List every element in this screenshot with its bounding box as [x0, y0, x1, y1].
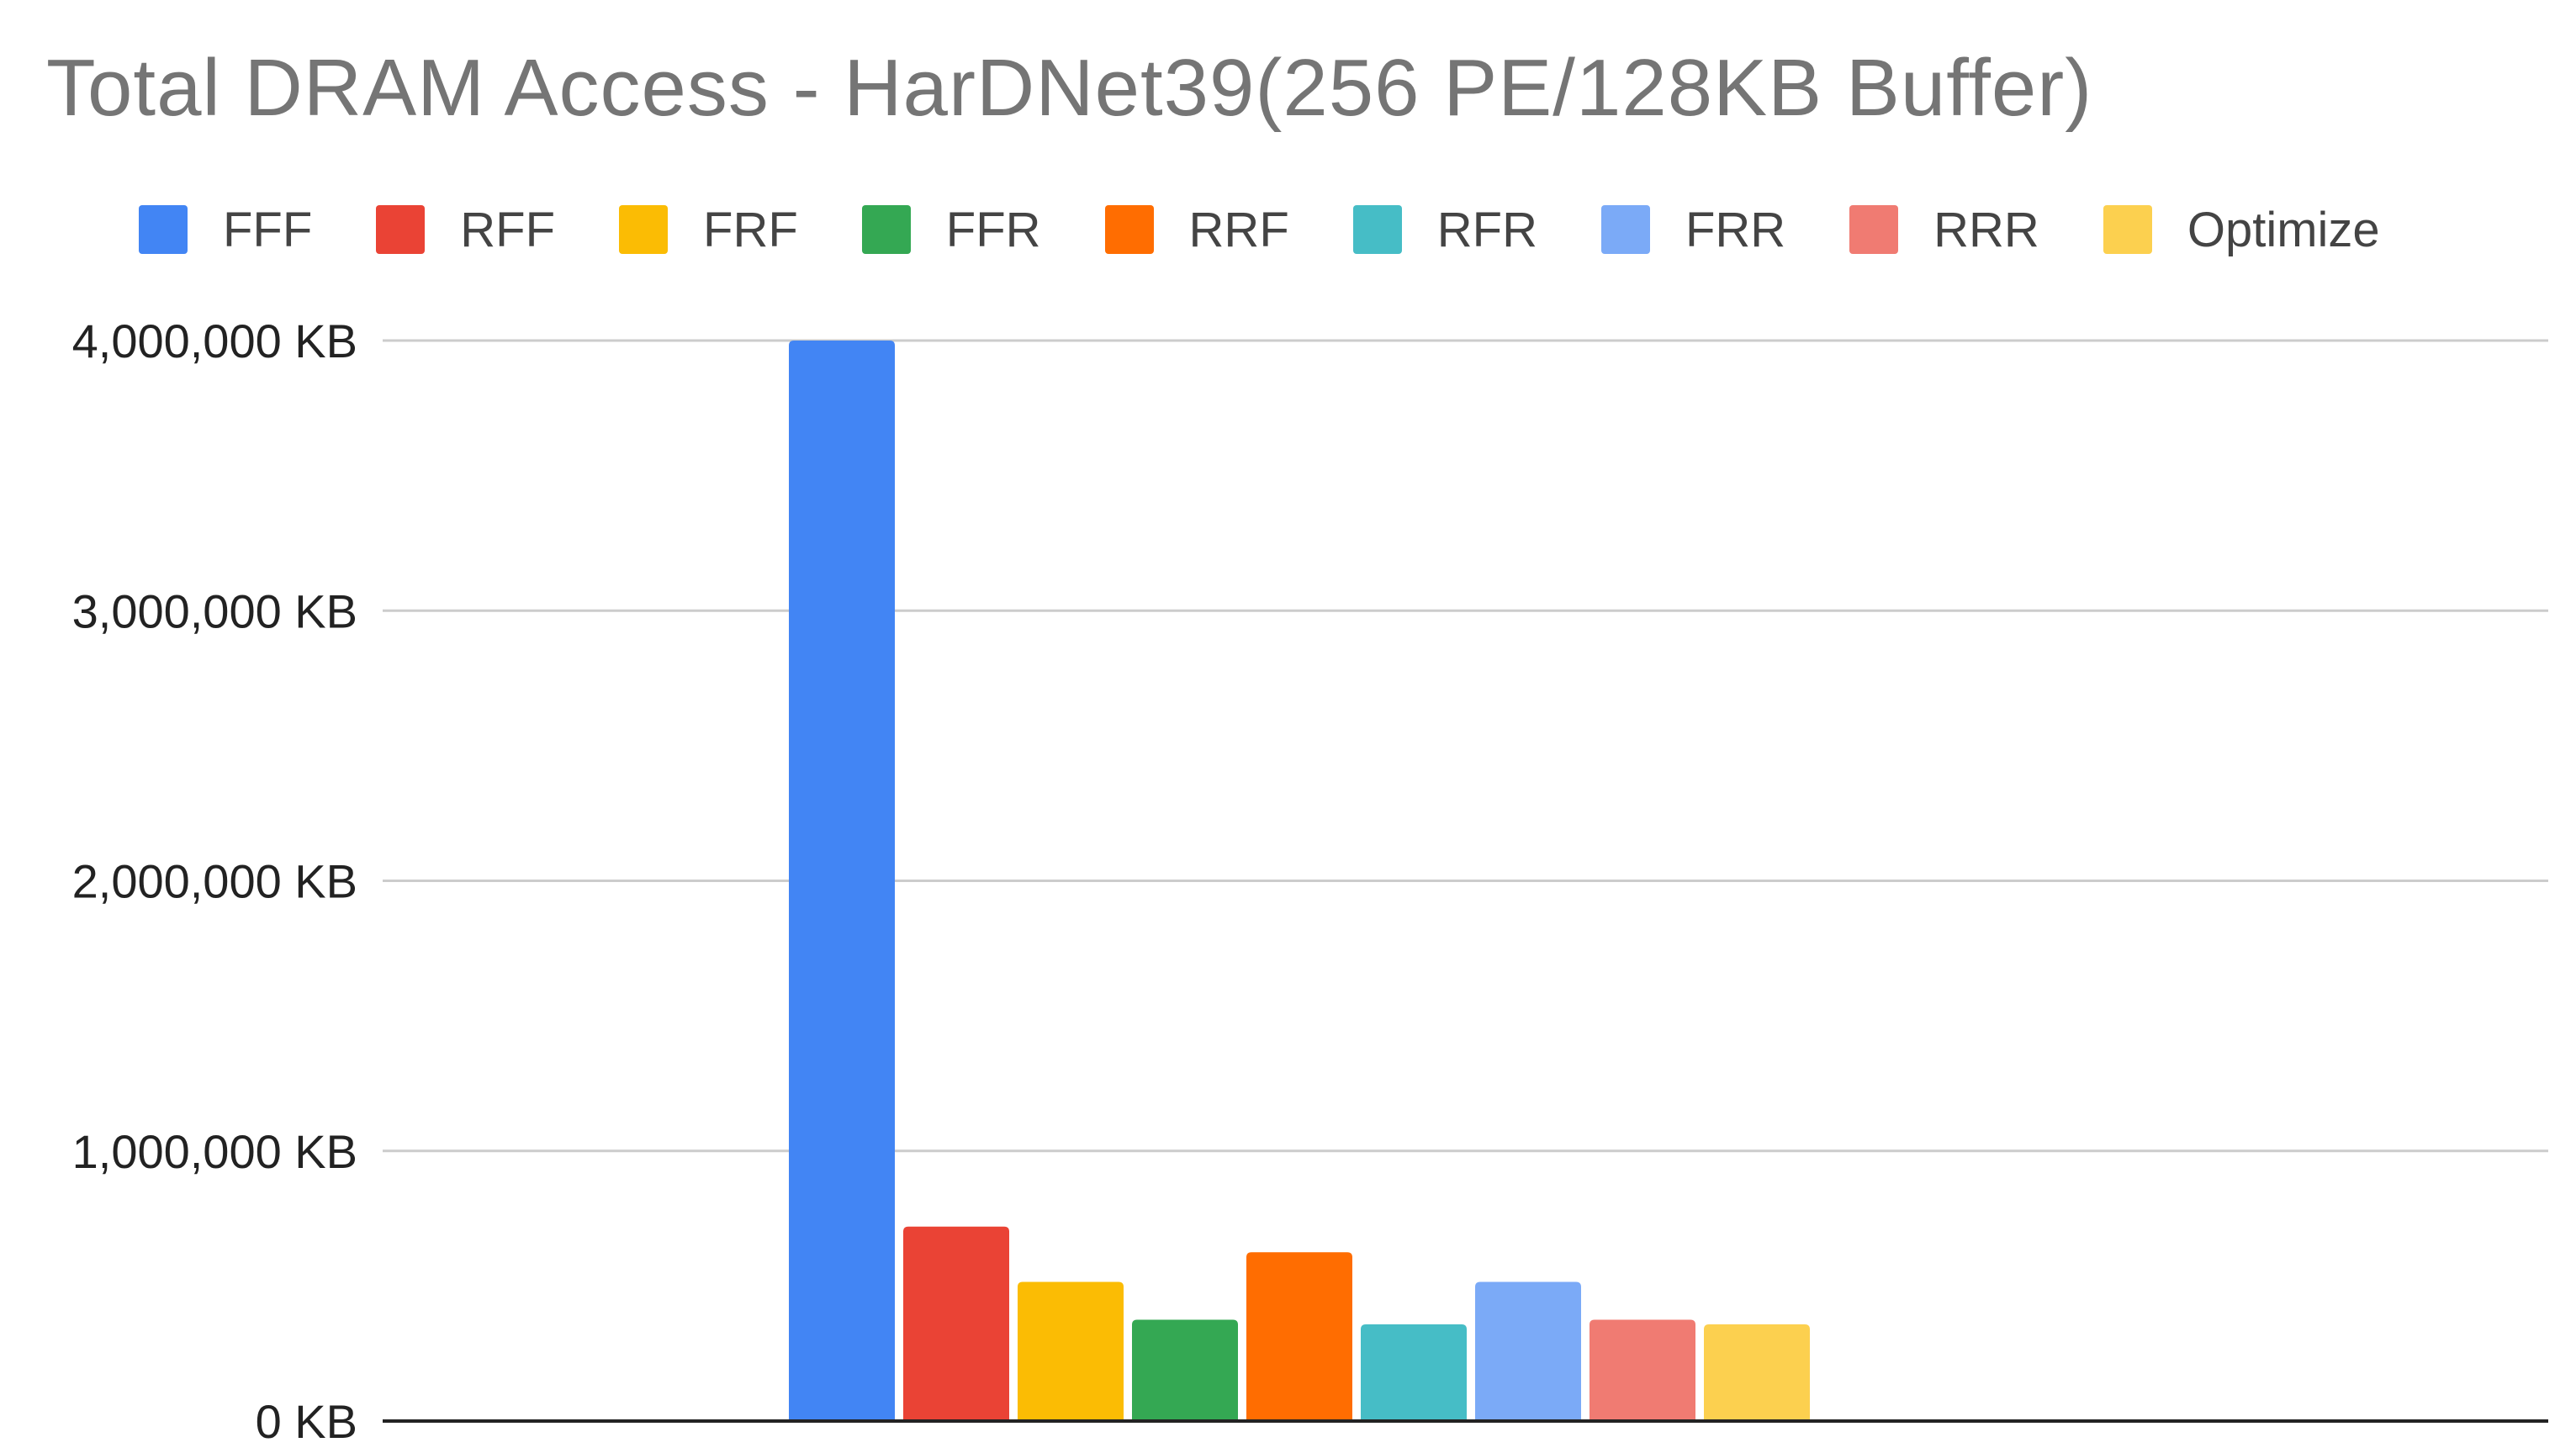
bar-ffr — [1132, 1319, 1238, 1421]
bar-rff — [903, 1226, 1009, 1421]
y-axis-ticks: 0 KB 1,000,000 KB 2,000,000 KB 3,000,000 KB… — [72, 314, 357, 1448]
y-tick-label: 3,000,000 KB — [72, 584, 357, 637]
legend-item: Optimize — [2103, 202, 2380, 258]
legend-swatch — [2103, 205, 2152, 254]
legend-swatch — [1352, 205, 1402, 254]
legend-swatch — [861, 205, 911, 254]
bar-frr — [1475, 1281, 1581, 1421]
legend-label: FFF — [223, 202, 313, 257]
legend-item: FRR — [1600, 202, 1786, 258]
y-tick-label: 1,000,000 KB — [72, 1125, 357, 1178]
legend-swatch — [139, 205, 188, 254]
legend-item: RRR — [1849, 202, 2039, 258]
legend-label: FRF — [703, 202, 798, 257]
gridlines — [383, 339, 2548, 1153]
bar-optimize — [1704, 1324, 1810, 1421]
legend-item: RFF — [376, 202, 555, 258]
bar-rrf — [1246, 1252, 1352, 1421]
legend-swatch — [619, 205, 669, 254]
y-tick-label: 2,000,000 KB — [72, 855, 357, 908]
chart-title: Total DRAM Access - HarDNet39(256 PE/128… — [46, 43, 2093, 133]
bars — [789, 341, 1810, 1421]
legend-swatch — [376, 205, 426, 254]
y-tick-label: 0 KB — [256, 1395, 357, 1448]
legend-label: Optimize — [2187, 202, 2380, 257]
y-tick-label: 4,000,000 KB — [72, 314, 357, 367]
legend-item: FFR — [861, 202, 1041, 258]
legend-item: RRF — [1104, 202, 1289, 258]
legend: FFF RFF FRF FFR RRF RFR FRR RRR Optimize — [139, 192, 2444, 267]
legend-label: RFF — [460, 202, 556, 257]
legend-item: FFF — [139, 202, 312, 258]
legend-label: RFR — [1436, 202, 1537, 257]
legend-label: RRR — [1933, 202, 2039, 257]
bar-rfr — [1361, 1324, 1467, 1421]
bar-frf — [1018, 1281, 1124, 1421]
bar-rrr — [1590, 1319, 1695, 1421]
legend-swatch — [1104, 205, 1154, 254]
legend-label: FFR — [945, 202, 1041, 257]
legend-swatch — [1849, 205, 1899, 254]
bar-fff — [789, 341, 895, 1421]
legend-item: RFR — [1352, 202, 1537, 258]
legend-label: RRF — [1188, 202, 1289, 257]
legend-swatch — [1600, 205, 1650, 254]
legend-label: FRR — [1685, 202, 1786, 257]
legend-item: FRF — [619, 202, 798, 258]
